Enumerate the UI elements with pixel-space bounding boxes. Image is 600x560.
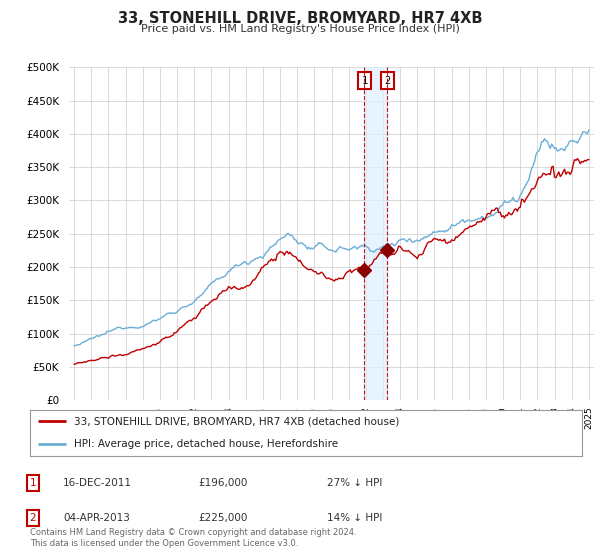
Text: 33, STONEHILL DRIVE, BROMYARD, HR7 4XB: 33, STONEHILL DRIVE, BROMYARD, HR7 4XB [118,11,482,26]
Bar [364,67,387,400]
Text: 2: 2 [29,513,37,523]
Text: £196,000: £196,000 [198,478,247,488]
Text: 04-APR-2013: 04-APR-2013 [63,513,130,523]
Text: 33, STONEHILL DRIVE, BROMYARD, HR7 4XB (detached house): 33, STONEHILL DRIVE, BROMYARD, HR7 4XB (… [74,416,400,426]
Text: Contains HM Land Registry data © Crown copyright and database right 2024.
This d: Contains HM Land Registry data © Crown c… [30,528,356,548]
Text: 27% ↓ HPI: 27% ↓ HPI [327,478,382,488]
Text: 1: 1 [29,478,37,488]
Text: 16-DEC-2011: 16-DEC-2011 [63,478,132,488]
Text: 2: 2 [384,76,391,86]
Text: HPI: Average price, detached house, Herefordshire: HPI: Average price, detached house, Here… [74,438,338,449]
Text: 1: 1 [361,76,368,86]
Text: Price paid vs. HM Land Registry's House Price Index (HPI): Price paid vs. HM Land Registry's House … [140,24,460,34]
Text: 14% ↓ HPI: 14% ↓ HPI [327,513,382,523]
Text: £225,000: £225,000 [198,513,247,523]
